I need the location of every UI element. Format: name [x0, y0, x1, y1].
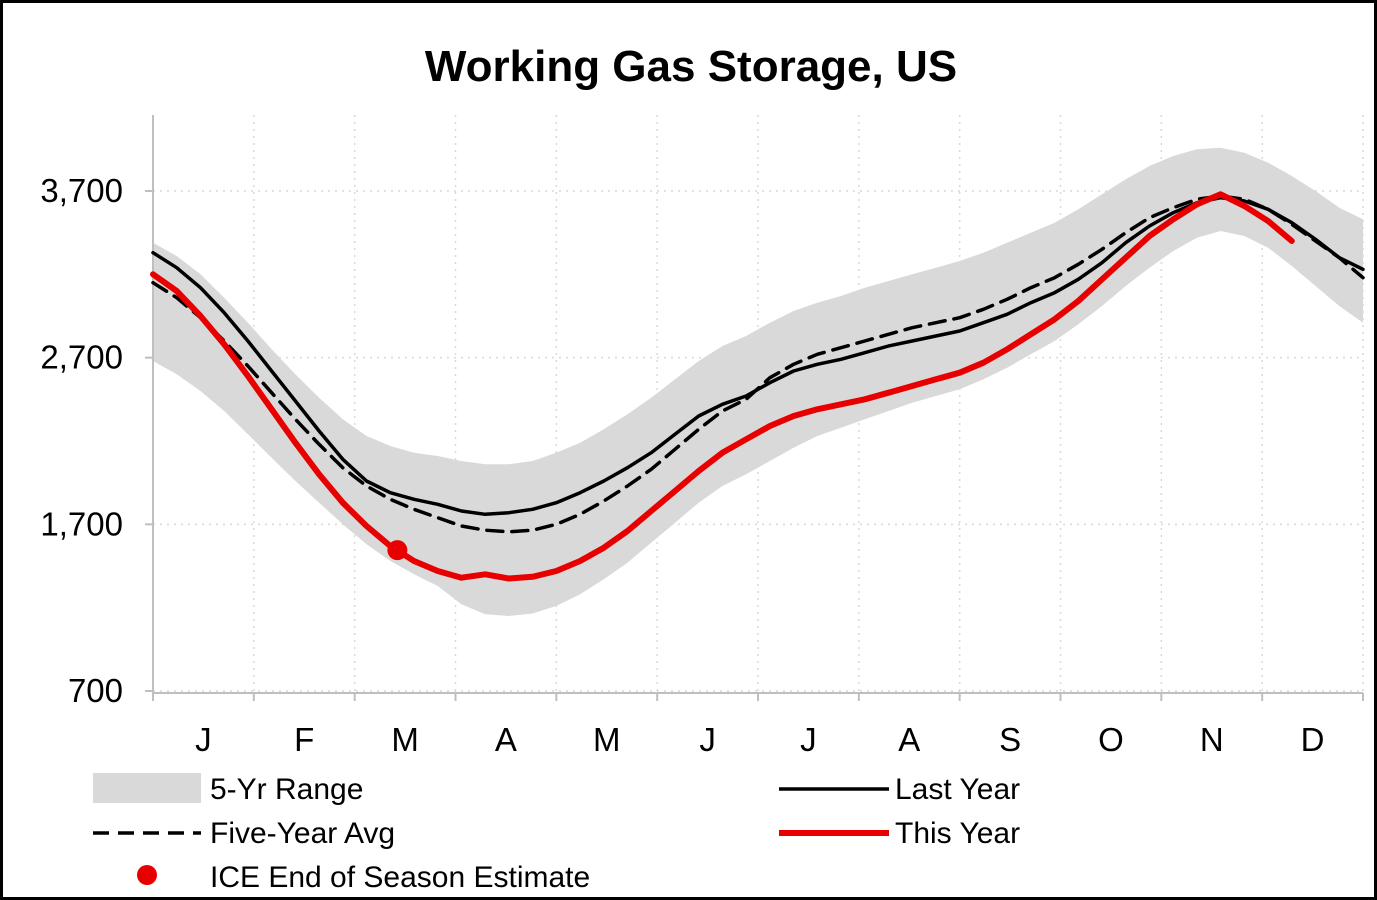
- legend-swatch-five-year-range: [93, 773, 201, 803]
- month-label: N: [1200, 721, 1224, 758]
- month-label: M: [593, 721, 621, 758]
- series-lines-group: [150, 191, 1365, 582]
- month-label: F: [294, 721, 314, 758]
- month-label: A: [898, 721, 920, 758]
- chart-title: Working Gas Storage, US: [425, 42, 957, 91]
- month-label: S: [999, 721, 1021, 758]
- y-tick-label: 3,700: [40, 172, 123, 209]
- line-five-year-avg: [151, 194, 1365, 534]
- y-tick-label: 2,700: [40, 339, 123, 376]
- gas-storage-chart: Working Gas Storage, US J F M A M J J A S O N D 700…: [40, 42, 1365, 894]
- legend-swatch-ice-estimate: [137, 865, 157, 885]
- month-label: J: [699, 721, 716, 758]
- legend: 5-Yr Range Last Year Five-Year Avg This …: [93, 773, 1020, 894]
- five-year-range-band-group: [153, 147, 1363, 616]
- month-label: J: [800, 721, 817, 758]
- y-tick-label: 1,700: [40, 505, 123, 542]
- y-axis-tick-labels: 700 1,700 2,700 3,700: [40, 172, 123, 709]
- ice-estimate-point-group: [387, 540, 408, 561]
- y-tick-label: 700: [68, 672, 123, 709]
- axes: [145, 115, 1364, 701]
- month-label: D: [1301, 721, 1325, 758]
- month-label: J: [195, 721, 212, 758]
- month-label: O: [1098, 721, 1124, 758]
- ice-end-of-season-estimate-dot: [387, 540, 408, 561]
- month-label: M: [391, 721, 419, 758]
- legend-label-last-year: Last Year: [895, 773, 1020, 806]
- legend-label-this-year: This Year: [895, 817, 1020, 850]
- month-label: A: [495, 721, 517, 758]
- legend-label-five-year-range: 5-Yr Range: [210, 773, 363, 806]
- legend-label-five-year-avg: Five-Year Avg: [210, 817, 395, 850]
- line-this-year: [150, 191, 1295, 582]
- five-year-range-band: [153, 147, 1363, 616]
- legend-label-ice-estimate: ICE End of Season Estimate: [210, 861, 590, 894]
